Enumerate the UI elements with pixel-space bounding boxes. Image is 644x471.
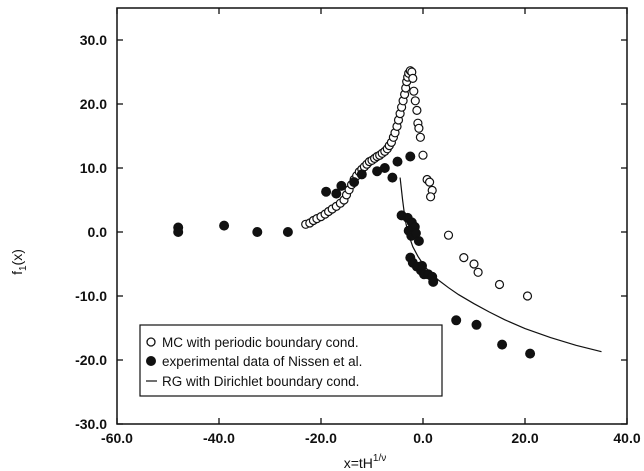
legend-label-mc: MC with periodic boundary cond.	[162, 335, 359, 350]
legend: MC with periodic boundary cond. experime…	[139, 324, 443, 397]
series-line-rg	[399, 177, 602, 353]
legend-label-rg: RG with Dirichlet boundary cond.	[162, 374, 359, 389]
data-point-mc	[459, 253, 469, 263]
data-point-experimental	[349, 177, 360, 188]
data-point-experimental	[413, 236, 424, 246]
data-point-experimental	[471, 319, 482, 330]
x-axis-ticks: -60.0 -40.0 -20.0 0.0 20.0 40.0	[101, 8, 641, 446]
legend-marker-open-circle	[146, 337, 156, 347]
data-point-experimental	[173, 227, 184, 237]
legend-box	[139, 324, 443, 397]
data-point-experimental	[219, 220, 230, 231]
x-tick-label: -20.0	[305, 430, 337, 446]
data-point-mc	[469, 259, 479, 269]
data-point-experimental	[336, 180, 347, 191]
data-point-experimental	[379, 163, 390, 173]
plot-frame	[116, 7, 628, 425]
data-point-experimental	[356, 169, 367, 180]
data-point-experimental	[387, 172, 398, 183]
x-axis-label-superscript: 1/ν	[373, 453, 386, 464]
y-tick-label: -30.0	[75, 416, 107, 432]
data-point-mc	[425, 177, 435, 187]
data-point-mc	[418, 150, 428, 160]
y-axis-label-suffix: (x)	[9, 249, 25, 265]
data-point-experimental	[525, 348, 536, 359]
series-layer	[173, 66, 602, 359]
data-point-experimental	[252, 227, 263, 237]
data-point-mc	[473, 267, 483, 277]
legend-label-experimental: experimental data of Nissen et al.	[162, 354, 362, 369]
data-point-mc	[443, 230, 454, 240]
data-point-mc	[426, 192, 436, 202]
data-point-mc	[415, 132, 425, 142]
y-axis-label: f1(x)	[9, 249, 29, 275]
y-tick-label: 20.0	[80, 96, 107, 112]
data-point-mc	[494, 279, 505, 290]
data-point-experimental	[417, 260, 427, 271]
x-tick-label: -60.0	[101, 430, 133, 446]
y-axis-ticks: -30.0 -20.0 -10.0 0.0 10.0 20.0 30.0	[75, 32, 627, 432]
y-tick-label: 10.0	[80, 160, 107, 176]
y-axis-label-subscript: 1	[18, 265, 29, 271]
x-axis-label-main: x=tH	[344, 455, 373, 471]
data-point-experimental	[282, 227, 293, 237]
y-tick-label: -10.0	[75, 288, 107, 304]
data-point-mc	[414, 123, 424, 133]
x-tick-label: 40.0	[613, 430, 640, 446]
y-axis-label-main: f	[9, 271, 25, 275]
y-tick-label: -20.0	[75, 352, 107, 368]
data-point-experimental	[331, 188, 342, 199]
y-tick-label: 30.0	[80, 32, 107, 48]
x-tick-label: 20.0	[511, 430, 538, 446]
data-point-mc	[409, 86, 419, 96]
data-point-mc	[410, 96, 420, 106]
data-point-mc	[412, 105, 422, 116]
data-point-experimental	[497, 339, 508, 350]
data-point-experimental	[428, 276, 439, 287]
data-point-experimental	[321, 186, 332, 197]
y-tick-label: 0.0	[88, 224, 108, 240]
data-point-experimental	[405, 151, 416, 162]
data-point-experimental	[451, 315, 462, 326]
data-point-mc	[408, 73, 418, 84]
data-point-experimental	[392, 156, 403, 167]
x-axis-label: x=tH1/ν	[344, 453, 387, 471]
legend-marker-filled-circle	[146, 356, 156, 366]
x-tick-label: -40.0	[203, 430, 235, 446]
data-point-mc	[522, 291, 533, 301]
x-tick-label: 0.0	[413, 430, 433, 446]
